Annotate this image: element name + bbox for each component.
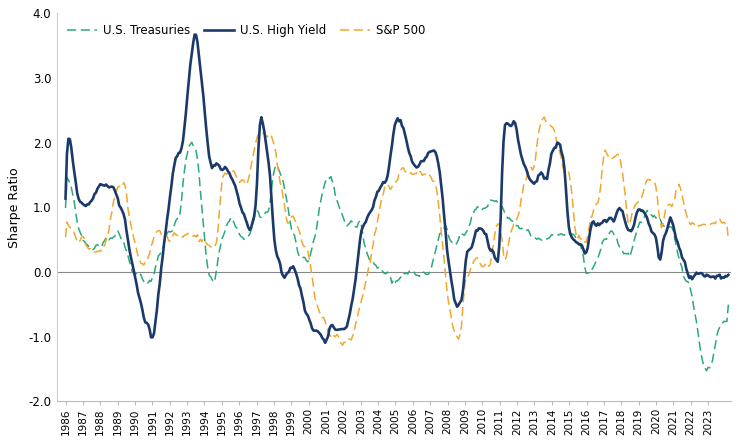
S&P 500	[457, 324, 466, 329]
U.S. Treasuries	[457, 230, 466, 236]
S&P 500	[514, 214, 522, 219]
U.S. Treasuries	[187, 140, 196, 145]
S&P 500	[115, 184, 123, 189]
U.S. High Yield	[321, 340, 330, 346]
U.S. High Yield	[724, 272, 733, 277]
S&P 500	[110, 194, 119, 200]
S&P 500	[338, 342, 347, 348]
S&P 500	[539, 114, 548, 120]
Line: U.S. Treasuries: U.S. Treasuries	[66, 142, 729, 371]
S&P 500	[61, 234, 70, 240]
U.S. High Yield	[115, 203, 123, 208]
Legend: U.S. Treasuries, U.S. High Yield, S&P 500: U.S. Treasuries, U.S. High Yield, S&P 50…	[63, 19, 429, 42]
S&P 500	[724, 238, 733, 243]
S&P 500	[128, 228, 137, 233]
U.S. Treasuries	[389, 278, 398, 283]
U.S. Treasuries	[514, 223, 522, 228]
U.S. High Yield	[128, 261, 137, 266]
U.S. High Yield	[390, 123, 399, 128]
U.S. Treasuries	[724, 302, 733, 307]
U.S. Treasuries	[702, 368, 711, 373]
U.S. Treasuries	[115, 231, 123, 237]
U.S. High Yield	[515, 144, 524, 150]
U.S. High Yield	[110, 188, 119, 193]
U.S. Treasuries	[61, 206, 70, 211]
Line: S&P 500: S&P 500	[66, 117, 729, 345]
U.S. Treasuries	[128, 269, 137, 274]
U.S. High Yield	[458, 288, 467, 294]
U.S. Treasuries	[110, 233, 119, 239]
U.S. High Yield	[61, 196, 70, 201]
Y-axis label: Sharpe Ratio: Sharpe Ratio	[8, 167, 21, 248]
Line: U.S. High Yield: U.S. High Yield	[66, 35, 729, 343]
U.S. High Yield	[190, 32, 199, 37]
S&P 500	[389, 183, 398, 188]
